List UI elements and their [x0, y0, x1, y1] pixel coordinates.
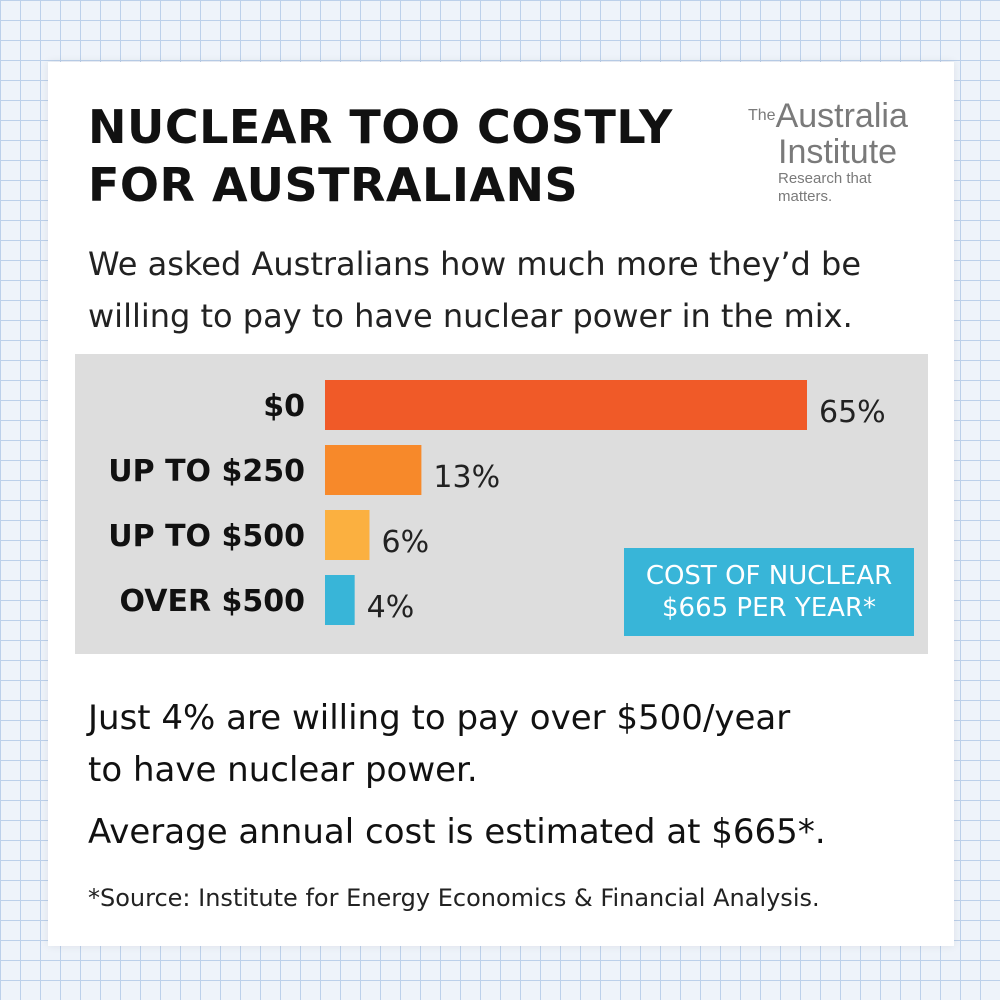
callout-line-1: COST OF NUCLEAR	[645, 561, 893, 591]
value-label-up-to-250: 13%	[433, 460, 500, 495]
bar-up-to-250	[325, 445, 422, 495]
logo-tagline: Research that matters.	[778, 170, 872, 205]
value-label-up-to-500: 6%	[381, 525, 429, 560]
value-label-over-500: 4%	[367, 590, 415, 625]
title-line-1: NUCLEAR TOO COSTLY	[88, 100, 673, 154]
average-cost-text: Average annual cost is estimated at $665…	[88, 812, 826, 852]
logo-the: The	[748, 107, 776, 124]
category-label-0: $0	[263, 389, 305, 424]
summary-line-1: Just 4% are willing to pay over $500/yea…	[88, 698, 791, 738]
bar-0	[325, 380, 807, 430]
bar-up-to-500	[325, 510, 370, 560]
value-label-0: 65%	[819, 395, 886, 430]
infographic-card: NUCLEAR TOO COSTLY FOR AUSTRALIANS TheAu…	[48, 62, 954, 946]
bar-chart: $0 65% UP TO $250 13% UP TO $500 6% OVER $500 4…	[108, 380, 886, 625]
logo-line-2: Institute	[778, 133, 898, 171]
cost-callout-box: COST OF NUCLEAR $665 PER YEAR*	[624, 548, 914, 636]
australia-institute-logo: TheAustralia Institute Research that mat…	[748, 98, 928, 206]
summary-line-2: to have nuclear power.	[88, 750, 478, 790]
title-line-2: FOR AUSTRALIANS	[88, 158, 579, 212]
bar-over-500	[325, 575, 355, 625]
category-label-over-500: OVER $500	[120, 584, 305, 619]
intro-line-1: We asked Australians how much more they’…	[88, 245, 862, 283]
category-label-up-to-500: UP TO $500	[108, 519, 305, 554]
logo-line-1: Australia	[775, 97, 908, 135]
callout-line-2: $665 PER YEAR*	[661, 593, 877, 623]
category-label-up-to-250: UP TO $250	[108, 454, 305, 489]
source-note: *Source: Institute for Energy Economics …	[88, 884, 820, 912]
intro-line-2: willing to pay to have nuclear power in …	[88, 297, 853, 335]
chart-panel: $0 65% UP TO $250 13% UP TO $500 6% OVER $500 4…	[75, 354, 928, 654]
intro-text: We asked Australians how much more they’…	[88, 238, 928, 342]
page-title: NUCLEAR TOO COSTLY FOR AUSTRALIANS	[88, 98, 748, 214]
summary-text: Just 4% are willing to pay over $500/yea…	[88, 692, 928, 796]
